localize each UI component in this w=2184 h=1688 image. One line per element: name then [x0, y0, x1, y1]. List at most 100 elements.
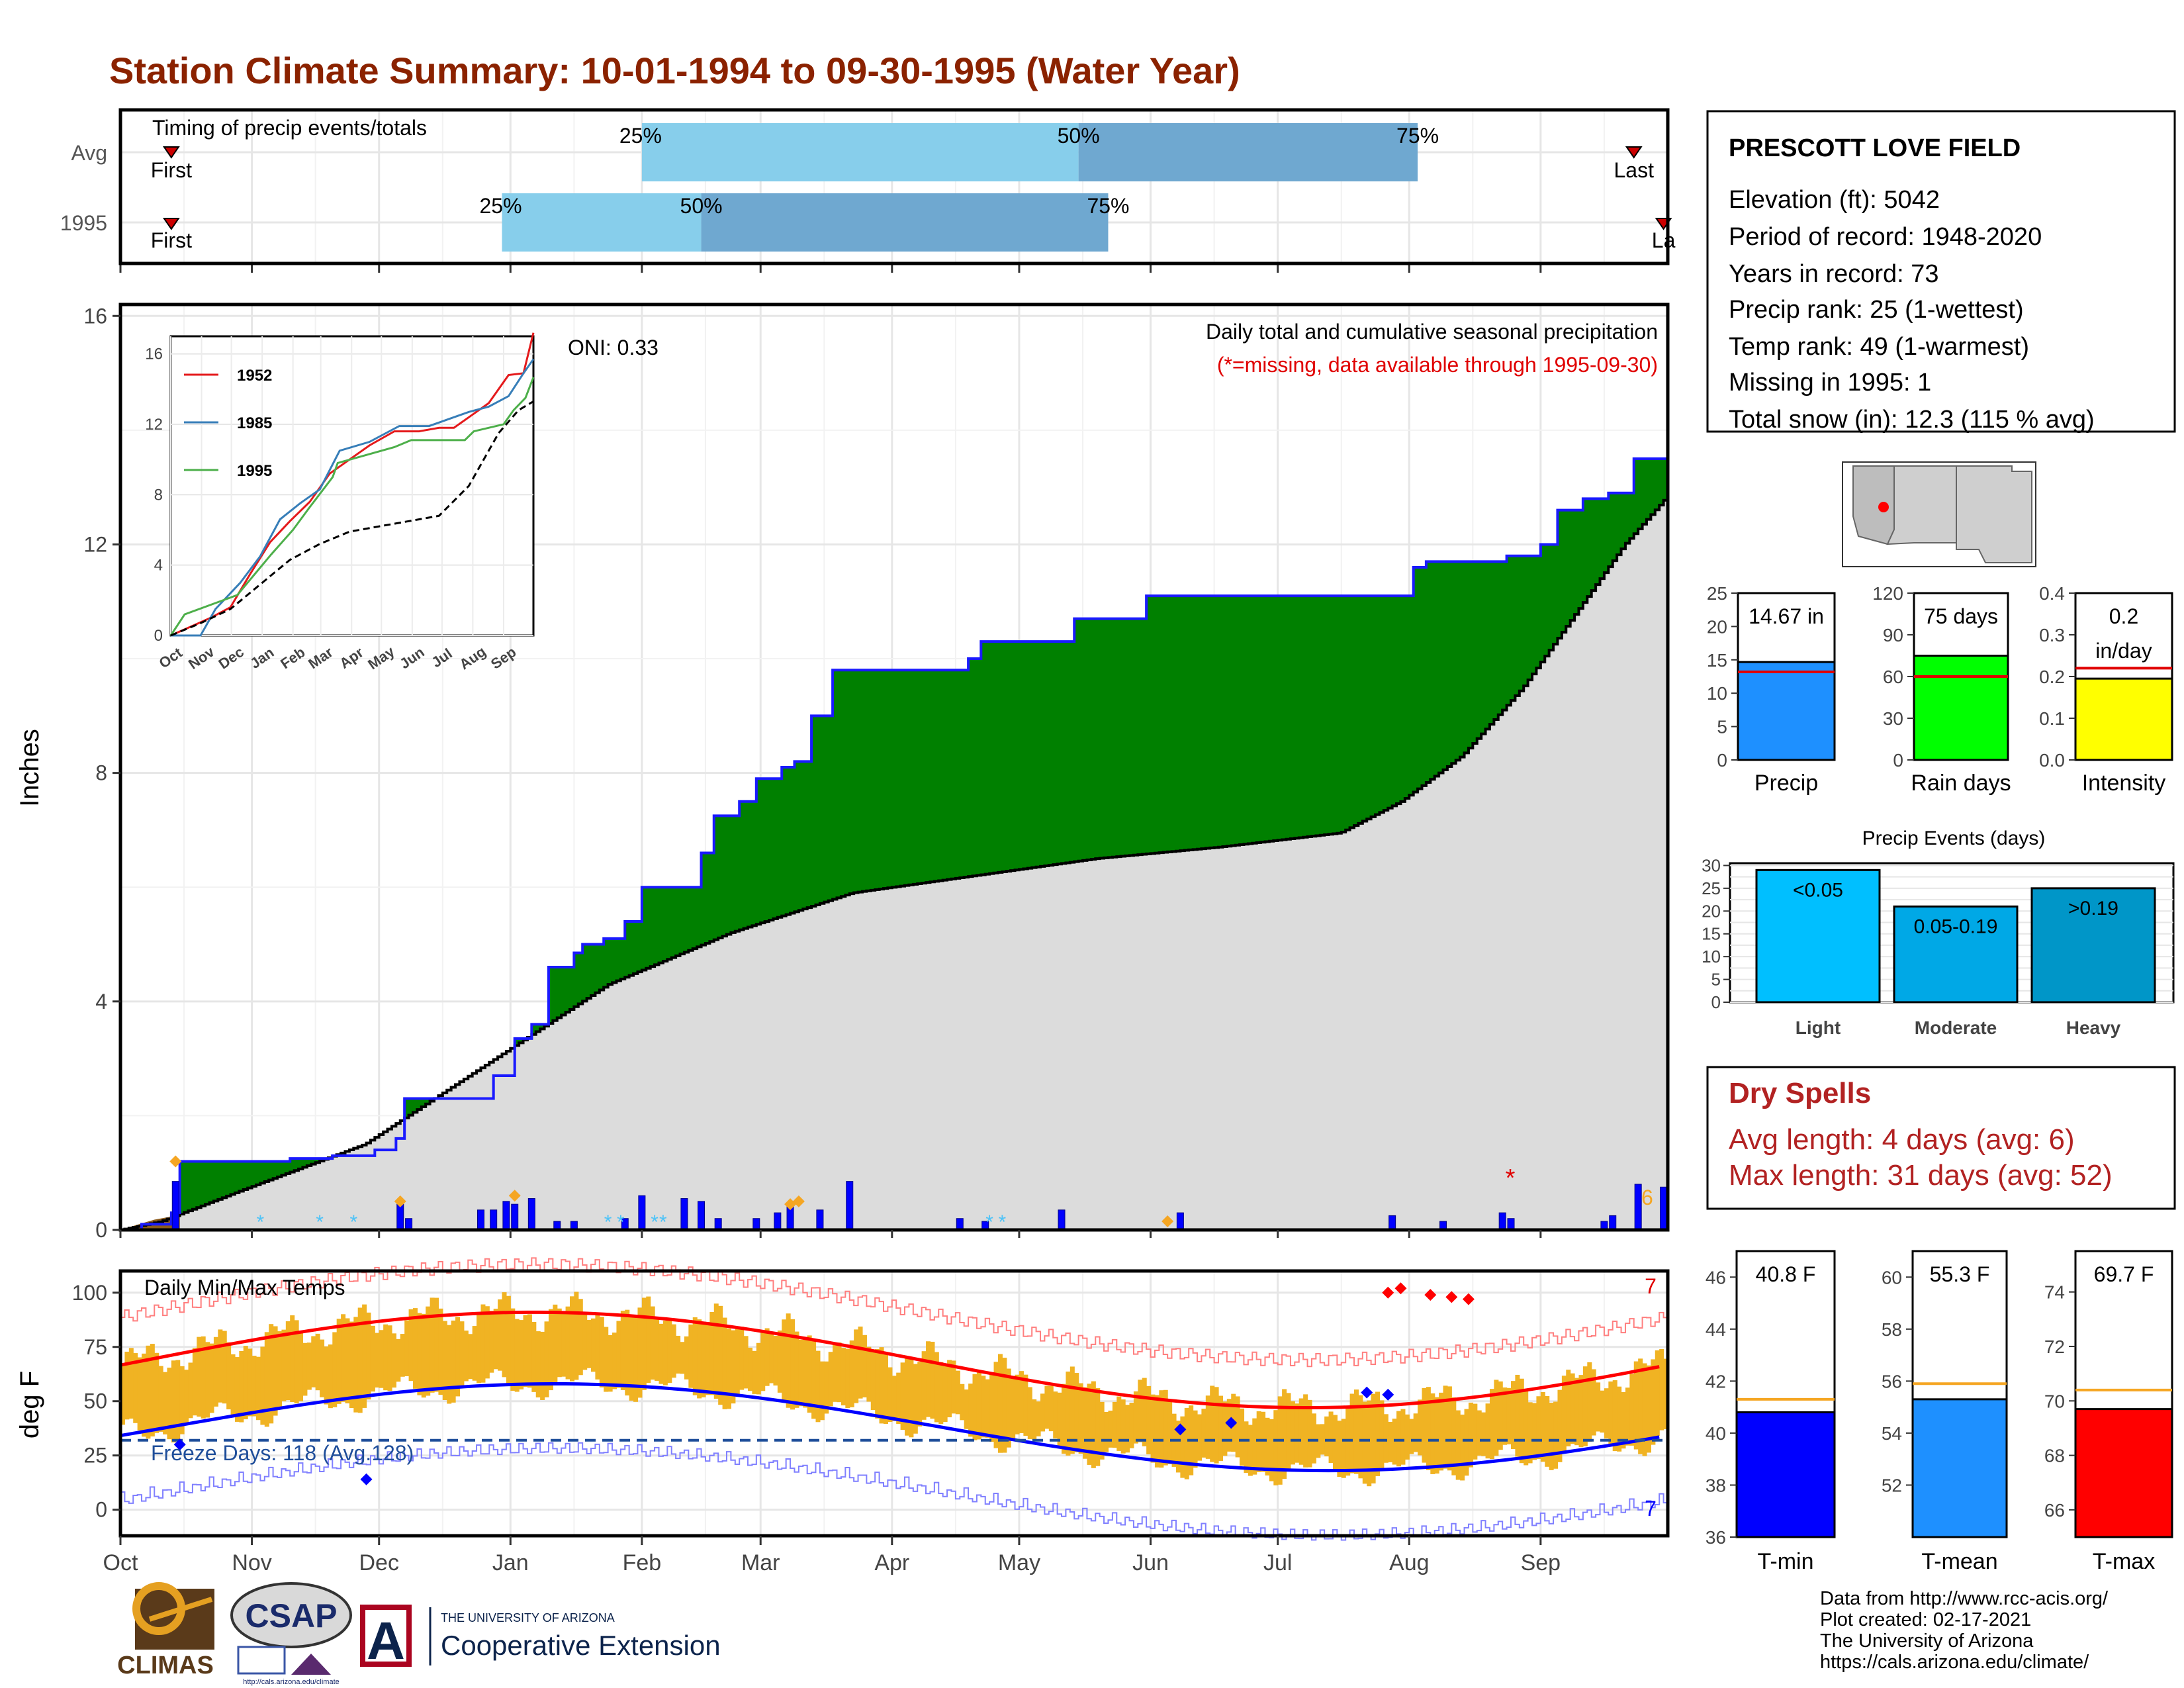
daily-temp-range-bar: [1261, 1411, 1266, 1472]
ua-letter: A: [367, 1611, 405, 1670]
station-years: Years in record: 73: [1729, 260, 1939, 288]
cooperative-extension: Cooperative Extension: [441, 1630, 721, 1661]
precip-event-category: Heavy: [2066, 1017, 2121, 1038]
temp-chart-tick-label: 52: [1882, 1475, 1902, 1495]
daily-temp-range-bar: [226, 1342, 232, 1410]
daily-temp-range-bar: [527, 1314, 532, 1388]
record-low-marker: [360, 1473, 373, 1485]
daily-temp-range-bar: [997, 1354, 1003, 1453]
daily-temp-range-bar: [1290, 1401, 1295, 1465]
mini-chart-tick-label: 0.2: [2039, 667, 2065, 687]
daily-temp-range-bar: [188, 1362, 193, 1419]
mini-chart-tick-label: 0.4: [2039, 583, 2065, 604]
daily-temp-range-bar: [625, 1309, 630, 1396]
daily-temp-range-bar: [951, 1360, 956, 1414]
daily-temp-range-bar: [794, 1331, 799, 1408]
daily-temp-range-bar: [1015, 1374, 1020, 1434]
daily-temp-range-bar: [1027, 1387, 1032, 1439]
daily-temp-range-bar: [1396, 1411, 1402, 1467]
daily-precip-bar: [405, 1218, 413, 1231]
normal-max-line: [120, 1310, 1660, 1410]
snow-day-marker: [792, 1195, 805, 1207]
inset-y-tick: 4: [154, 557, 163, 575]
daily-temp-range-bar: [655, 1319, 660, 1381]
precip-events-tick-label: 25: [1702, 878, 1721, 898]
mini-chart-tick-label: 0.3: [2039, 625, 2065, 645]
station-name: PRESCOTT LOVE FIELD: [1729, 134, 2021, 162]
daily-temp-range-bar: [248, 1348, 253, 1417]
daily-temp-range-bar: [1638, 1358, 1643, 1454]
inset-legend-label: 1985: [237, 414, 272, 432]
daily-precip-bar: [477, 1209, 484, 1231]
daily-temp-range-bar: [938, 1362, 944, 1425]
daily-temp-range-bar: [281, 1329, 287, 1401]
temp-chart-t-mean: 52 54 56 58 60 55.3 F T-mean: [1882, 1250, 2008, 1574]
daily-temp-range-bar: [756, 1342, 761, 1395]
first-event-marker: [162, 218, 180, 230]
daily-temp-range-bar: [1383, 1414, 1388, 1463]
temperature-panel: 0 25 50 75 100 Daily Min/Max Temps deg F Fre…: [15, 1257, 1670, 1575]
average-cumulative-area: [120, 500, 1668, 1231]
daily-precip-bar: [638, 1195, 646, 1231]
inset-legend-label: 1995: [237, 462, 272, 480]
daily-temp-range-bar: [1367, 1400, 1372, 1487]
daily-temp-range-bar: [1095, 1387, 1101, 1466]
daily-temp-range-bar: [1240, 1408, 1245, 1466]
daily-temp-range-bar: [1646, 1365, 1651, 1453]
temp-chart-label: T-max: [2093, 1549, 2155, 1574]
daily-temp-range-bar: [1392, 1419, 1397, 1465]
station-info-box: PRESCOTT LOVE FIELD Elevation (ft): 5042…: [1706, 110, 2176, 434]
daily-temp-range-bar: [824, 1361, 829, 1414]
daily-temp-range-bar: [493, 1308, 498, 1370]
daily-temp-range-bar: [137, 1357, 142, 1430]
temps-ylabel: deg F: [15, 1371, 44, 1438]
daily-temp-range-bar: [565, 1306, 570, 1380]
month-label: Dec: [359, 1550, 398, 1575]
max-record-count: 7: [1645, 1274, 1657, 1298]
daily-temp-range-bar: [1282, 1389, 1287, 1479]
daily-temp-range-bar: [1138, 1380, 1143, 1442]
daily-temp-range-bar: [616, 1321, 621, 1388]
daily-temp-range-bar: [320, 1339, 325, 1397]
timing-label-25: 25%: [479, 194, 522, 218]
temp-chart-tick-label: 56: [1882, 1371, 1902, 1391]
daily-temp-range-bar: [921, 1351, 927, 1420]
daily-temp-range-bar: [442, 1321, 447, 1401]
mini-chart-tick-label: 0.0: [2039, 750, 2065, 771]
daily-precip-bar: [698, 1201, 705, 1231]
daily-temp-range-bar: [544, 1321, 549, 1397]
daily-precip-bar: [171, 1181, 179, 1231]
timing-panel: 25% 50% 75% First Last 25% 50% 75% First La Timin…: [60, 108, 1676, 273]
mini-chart-tick-label: 90: [1883, 625, 1903, 645]
precip-header: Daily total and cumulative seasonal prec…: [1206, 320, 1658, 344]
climas-logo: CLIMAS: [117, 1582, 214, 1679]
temp-chart-tick-label: 66: [2044, 1500, 2065, 1521]
daily-temp-range-bar: [1642, 1363, 1647, 1456]
daily-temp-range-bar: [1477, 1410, 1482, 1456]
daily-temp-range-bar: [1062, 1383, 1067, 1454]
daily-temp-range-bar: [1053, 1391, 1058, 1439]
daily-temp-range-bar: [1527, 1402, 1533, 1464]
timing-title: Timing of precip events/totals: [152, 116, 427, 140]
daily-temp-range-bar: [158, 1366, 163, 1432]
daily-temp-range-bar: [294, 1320, 299, 1403]
month-label: Feb: [623, 1550, 662, 1575]
daily-temp-range-bar: [887, 1367, 893, 1423]
month-label: Oct: [103, 1550, 138, 1575]
precip-event-bar-label: <0.05: [1793, 879, 1843, 901]
daily-precip-bar: [714, 1218, 722, 1231]
daily-temp-range-bar: [811, 1338, 817, 1419]
mini-chart-rain-days: 0 30 60 90 120 75 days Rain days: [1872, 583, 2011, 796]
daily-temp-range-bar: [972, 1374, 978, 1440]
record-low-marker: [1382, 1388, 1394, 1401]
daily-temp-range-bar: [1430, 1393, 1435, 1474]
daily-temp-range-bar: [1353, 1389, 1359, 1474]
daily-temp-range-bar: [341, 1314, 346, 1402]
daily-temp-range-bar: [1388, 1421, 1393, 1462]
daily-precip-bar: [680, 1198, 688, 1231]
daily-temp-range-bar: [417, 1313, 422, 1395]
daily-temp-range-bar: [201, 1336, 206, 1419]
record-high-marker: [1462, 1293, 1475, 1305]
daily-temp-range-bar: [269, 1324, 274, 1424]
daily-temp-range-bar: [1625, 1387, 1630, 1446]
